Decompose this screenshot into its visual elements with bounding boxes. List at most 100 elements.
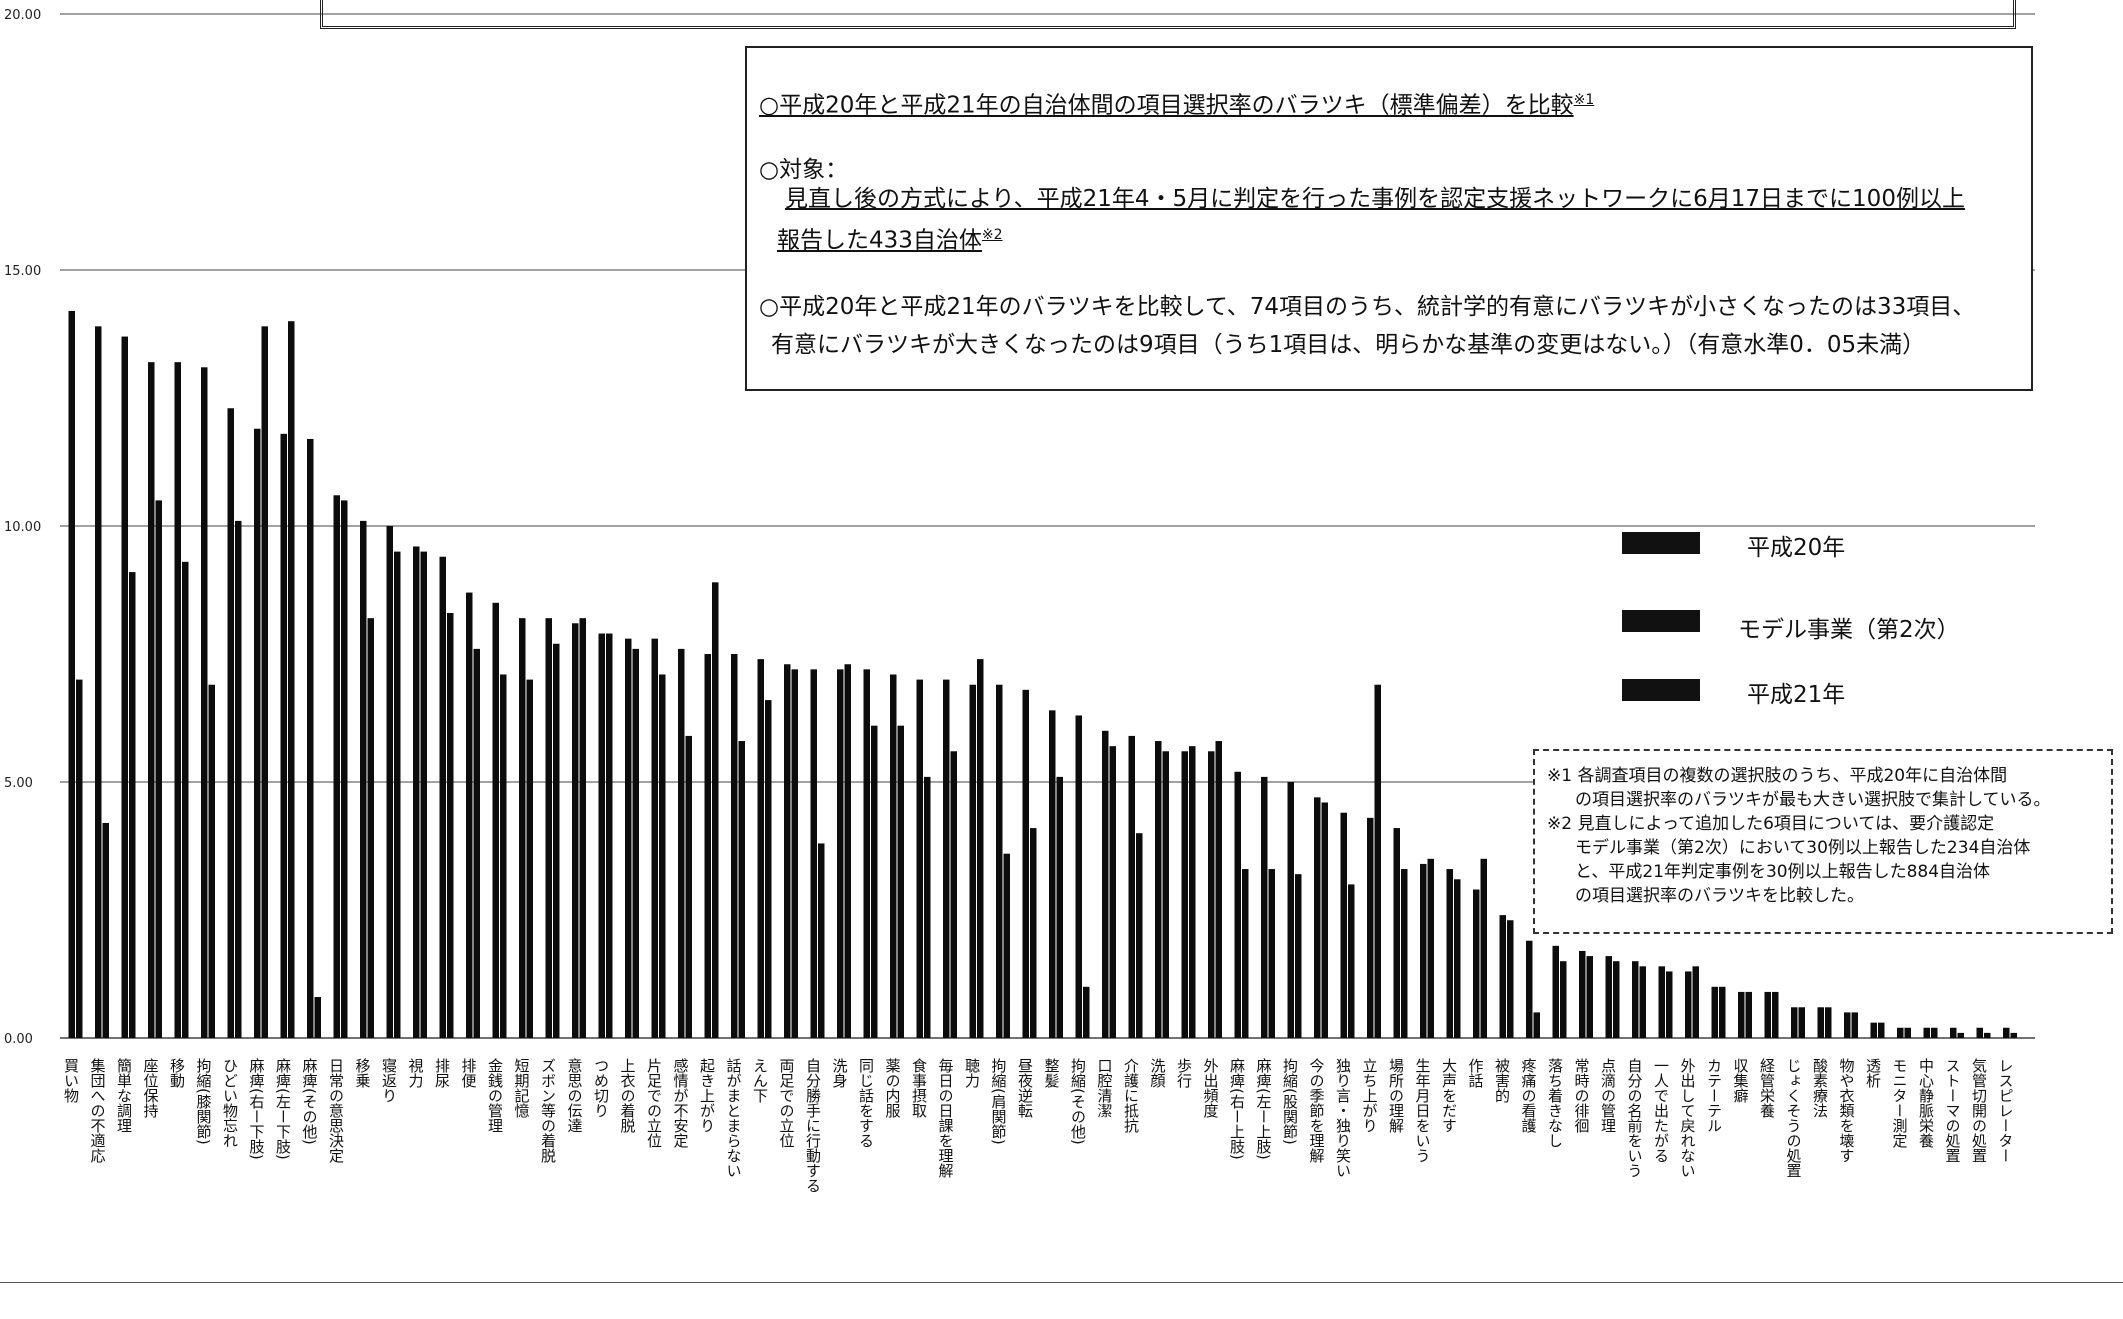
bar-model <box>1764 991 1771 1038</box>
bar-model <box>545 618 552 1038</box>
info-line-6: 有意にバラツキが大きくなったのは9項目（うち1項目は、明らかな基準の変更はない。… <box>771 332 1926 358</box>
bar-model <box>784 664 791 1038</box>
bar-h21 <box>1454 879 1461 1038</box>
bar-model <box>678 648 685 1038</box>
bar-h21 <box>102 822 109 1038</box>
x-tick-label: 意思の伝達 <box>566 1057 584 1133</box>
bar-h21 <box>182 561 189 1038</box>
bar-model <box>1208 751 1215 1038</box>
bar-model <box>1181 751 1188 1038</box>
bar-model <box>121 336 128 1038</box>
x-tick-label: 寝返り <box>380 1057 398 1103</box>
x-tick-label: 日常の意思決定 <box>327 1058 345 1164</box>
bar-model <box>201 367 208 1038</box>
x-tick-label: 物や衣類を壊す <box>1838 1058 1856 1163</box>
y-tick-label: 15.00 <box>4 264 41 279</box>
x-tick-label: 洗身 <box>831 1058 849 1089</box>
x-tick-label: 介護に抵抗 <box>1122 1058 1140 1134</box>
x-tick-label: 中心静脈栄養 <box>1917 1058 1935 1148</box>
note-2d: の項目選択率のバラツキを比較した。 <box>1575 886 1864 906</box>
bar-model <box>307 438 314 1039</box>
x-tick-label: 拘縮(股関節) <box>1281 1058 1299 1145</box>
bar-h21 <box>1613 961 1620 1038</box>
bar-model <box>1022 689 1029 1038</box>
x-tick-label: 気管切開の処置 <box>1970 1058 1988 1163</box>
info-line-1-note: ※1 <box>1573 92 1595 108</box>
x-tick-label: 起き上がり <box>698 1058 716 1133</box>
x-tick-label: 移動 <box>168 1058 186 1089</box>
bar-h21 <box>1242 869 1249 1038</box>
x-tick-label: 麻痺(右ー上肢) <box>1228 1058 1246 1160</box>
bar-model <box>1632 961 1639 1038</box>
x-tick-label: レスピレーター <box>1997 1058 2015 1163</box>
x-tick-label: 生年月日をいう <box>1414 1058 1432 1163</box>
bar-h21 <box>1719 986 1726 1038</box>
x-axis-labels: 買い物 集団への不適応 簡単な調理 座位保持 移動 拘縮(膝関節) ひどい物忘れ 麻痺(右ー下… <box>62 1057 2015 1193</box>
x-tick-label: 経管栄養 <box>1758 1058 1776 1118</box>
bar-model <box>651 638 658 1038</box>
bar-h21 <box>1639 966 1646 1038</box>
bars <box>68 310 2017 1039</box>
bar-h21 <box>659 674 666 1038</box>
x-tick-label: カテーテル <box>1705 1058 1723 1133</box>
bar-model <box>1234 771 1241 1038</box>
bar-h21 <box>235 520 242 1038</box>
bar-model <box>1102 730 1109 1038</box>
bar-model <box>1340 812 1347 1038</box>
bar-model <box>68 310 75 1039</box>
bar-model <box>598 633 605 1038</box>
x-tick-label: 常時の徘徊 <box>1573 1058 1591 1133</box>
bar-model <box>1128 735 1135 1038</box>
bar-model <box>731 654 738 1038</box>
bar-h21 <box>1136 833 1143 1038</box>
bar-model <box>1446 869 1453 1038</box>
bar-model <box>2003 1027 2010 1038</box>
x-tick-label: 大声をだす <box>1440 1058 1458 1133</box>
bar-h21 <box>1083 986 1090 1038</box>
x-tick-label: 拘縮(その他) <box>1069 1058 1087 1145</box>
x-tick-label: 歩行 <box>1175 1058 1193 1089</box>
bar-model <box>704 654 711 1038</box>
bar-h21 <box>1957 1032 1964 1038</box>
bar-h21 <box>1798 1007 1805 1038</box>
footnote-box: ※1 各調査項目の複数の選択肢のうち、平成20年に自治体間 の項目選択率のバラツ… <box>1533 749 2113 934</box>
bar-h21 <box>791 669 798 1038</box>
bar-model <box>1844 1012 1851 1038</box>
bar-model <box>280 433 287 1039</box>
x-tick-label: 立ち上がり <box>1361 1058 1379 1133</box>
legend-swatch-h21 <box>1622 678 1700 702</box>
bar-h21 <box>1825 1007 1832 1038</box>
bar-h21 <box>1268 869 1275 1038</box>
bar-h21 <box>208 684 215 1038</box>
bar-h21 <box>473 648 480 1038</box>
y-axis: 20.00 15.00 10.00 5.00 0.00 <box>4 8 41 1047</box>
bar-h21 <box>1030 828 1037 1038</box>
x-tick-label: 外出して戻れない <box>1679 1058 1697 1178</box>
x-tick-label: 感情が不安定 <box>672 1058 690 1149</box>
bar-h21 <box>261 326 268 1038</box>
bar-h21 <box>1507 920 1514 1038</box>
bar-h21 <box>2010 1032 2017 1038</box>
note-2b: モデル事業（第2次）において30例以上報告した234自治体 <box>1575 838 2031 858</box>
x-tick-label: 口腔清潔 <box>1096 1058 1114 1118</box>
bar-h21 <box>288 321 295 1038</box>
x-tick-label: 麻痺(左ー上肢) <box>1255 1058 1273 1160</box>
x-tick-label: モニター測定 <box>1891 1058 1909 1149</box>
bar-h21 <box>1427 858 1434 1038</box>
bar-h21 <box>367 618 374 1038</box>
bar-h21 <box>1215 741 1222 1038</box>
bar-model <box>757 659 764 1038</box>
bar-h21 <box>712 582 719 1038</box>
bar-model <box>1075 715 1082 1038</box>
bar-model <box>1870 1022 1877 1038</box>
bar-model <box>227 408 234 1038</box>
bar-model <box>1526 940 1533 1038</box>
x-tick-label: ズボン等の着脱 <box>539 1058 557 1164</box>
x-tick-label: 話がまとまらない <box>725 1058 743 1178</box>
note-2c: と、平成21年判定事例を30例以上報告した884自治体 <box>1575 862 1991 882</box>
bar-h21 <box>738 741 745 1038</box>
bar-model <box>1605 956 1612 1038</box>
bar-model <box>1287 782 1294 1038</box>
bar-model <box>943 679 950 1038</box>
